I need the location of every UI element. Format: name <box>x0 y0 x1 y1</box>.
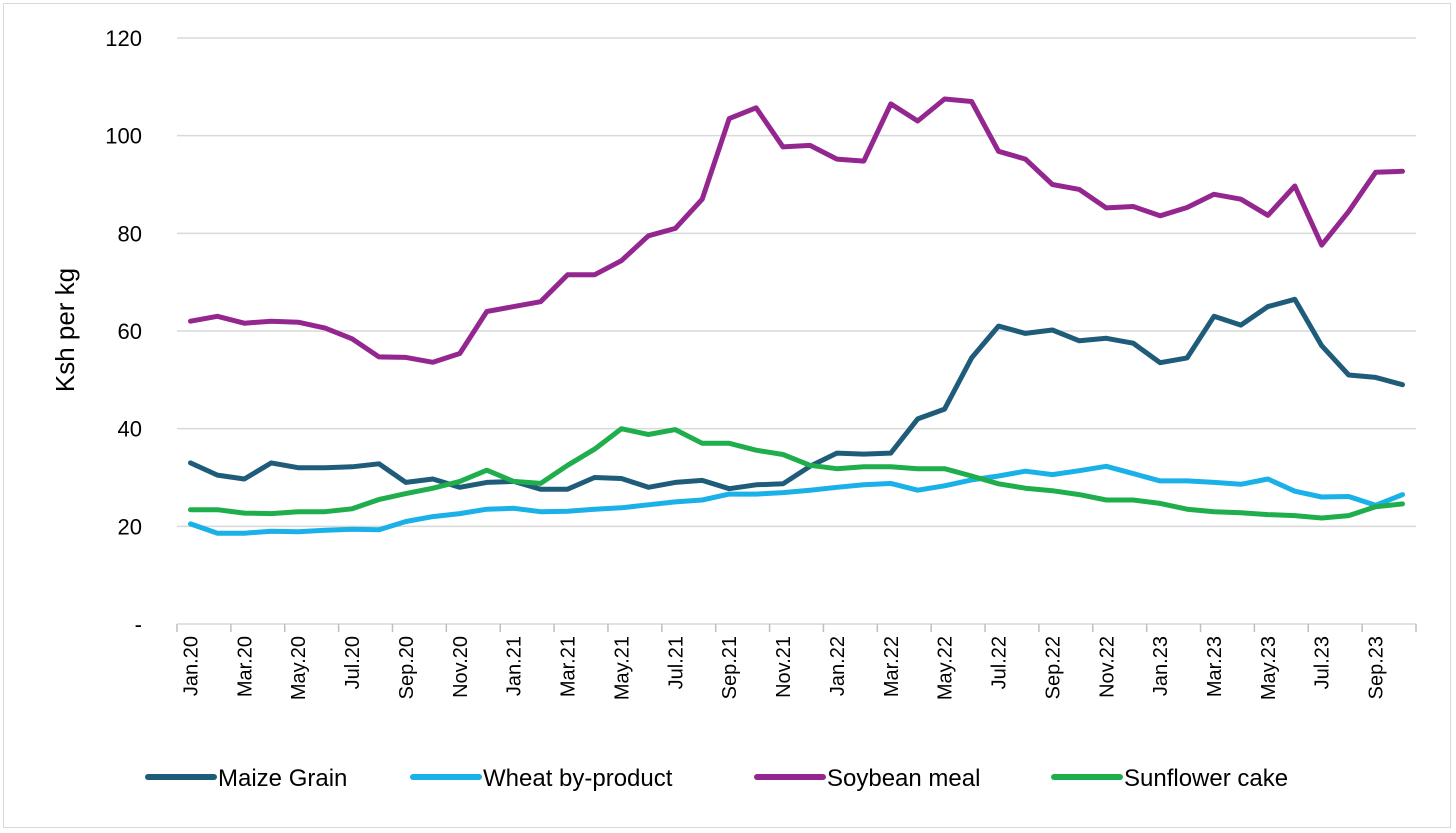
x-tick-label: May.23 <box>1258 636 1280 700</box>
y-tick-label: 120 <box>105 26 142 51</box>
x-tick-label: Nov.21 <box>773 636 795 698</box>
x-tick-label: Mar.21 <box>558 636 580 697</box>
legend-label-soybean-meal: Soybean meal <box>827 765 980 792</box>
y-tick-label: 40 <box>118 417 142 442</box>
x-tick-label: Jul.23 <box>1312 636 1334 689</box>
x-tick-label: May.22 <box>935 636 957 700</box>
x-tick-label: May.21 <box>611 636 633 700</box>
x-tick-label: Jan.20 <box>180 636 202 696</box>
series-line-sunflower-cake <box>188 426 1405 521</box>
x-axis-ticks: Jan.20 Mar.20 May.20 Jul.20 Sep.20 Nov.20 Jan.… <box>180 636 1387 700</box>
x-tick-label: Jul.21 <box>665 636 687 689</box>
x-tick-label: Jul.22 <box>989 636 1011 689</box>
y-axis-label: Ksh per kg <box>50 268 80 392</box>
x-axis <box>176 623 1417 632</box>
gridlines <box>177 37 1416 528</box>
x-tick-label: Mar.23 <box>1204 636 1226 697</box>
legend-label-sunflower-cake: Sunflower cake <box>1124 765 1288 792</box>
y-tick-label: 100 <box>105 124 142 149</box>
x-tick-label: Sep.21 <box>719 636 741 699</box>
x-tick-label: Jan.22 <box>827 636 849 696</box>
chart-frame <box>3 3 1451 828</box>
y-axis-ticks: - 20 40 60 80 100 120 <box>105 26 142 637</box>
x-tick-label: Sep.23 <box>1366 636 1388 699</box>
series-line-soybean-meal <box>188 96 1405 365</box>
y-tick-label: 60 <box>118 319 142 344</box>
x-tick-label: Sep.22 <box>1042 636 1064 699</box>
series-line-maize-grain <box>188 296 1405 492</box>
x-tick-label: Nov.22 <box>1096 636 1118 698</box>
y-tick-label: - <box>135 612 142 637</box>
legend: Maize Grain Wheat by-product Soybean meal S… <box>145 765 1288 792</box>
x-tick-label: Sep.20 <box>396 636 418 699</box>
legend-label-wheat-by-product: Wheat by-product <box>483 765 673 792</box>
x-tick-label: Jul.20 <box>342 636 364 689</box>
y-tick-label: 20 <box>118 514 142 539</box>
x-tick-label: Nov.20 <box>450 636 472 698</box>
legend-label-maize-grain: Maize Grain <box>218 765 347 792</box>
y-tick-label: 80 <box>118 221 142 246</box>
x-tick-label: Jan.23 <box>1150 636 1172 696</box>
series-lines <box>188 96 1405 536</box>
x-tick-label: Mar.22 <box>881 636 903 697</box>
x-tick-label: Jan.21 <box>504 636 526 696</box>
x-tick-label: Mar.20 <box>234 636 256 697</box>
x-tick-label: May.20 <box>288 636 310 700</box>
series-line-wheat-by-product <box>188 463 1405 536</box>
